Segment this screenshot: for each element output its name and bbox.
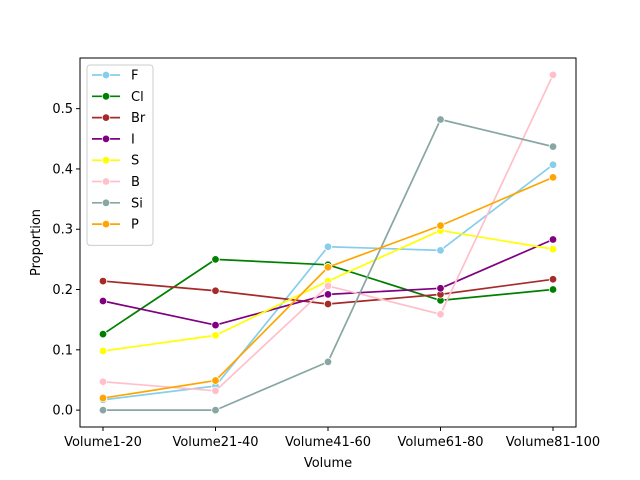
series-p [98, 173, 558, 403]
legend-swatch-marker [101, 198, 111, 207]
y-tick-label: 0.3 [52, 223, 73, 238]
legend-item-si: Si [92, 196, 143, 211]
legend: F Cl Br ISB Si P [86, 64, 154, 246]
data-point [211, 405, 220, 415]
plot-area [80, 58, 576, 427]
series-br [98, 275, 558, 309]
data-point [211, 255, 220, 264]
data-point [548, 285, 558, 294]
legend-item-p: P [92, 218, 139, 233]
data-point [211, 386, 220, 396]
data-point [98, 296, 108, 306]
legend-swatch-marker [101, 70, 111, 80]
legend-item-cl: Cl [92, 90, 144, 105]
data-point [436, 221, 445, 230]
legend-swatch-marker [101, 134, 111, 144]
data-point [211, 286, 220, 295]
legend-item-b: B [92, 175, 140, 190]
legend-label: Cl [131, 90, 144, 105]
data-point [548, 235, 558, 244]
y-tick-label: 0.1 [52, 343, 73, 358]
x-tick-label: Volume61-80 [397, 435, 483, 450]
data-point [323, 263, 333, 272]
legend-item-i: I [92, 132, 135, 147]
data-point [323, 281, 333, 291]
data-point [323, 290, 333, 299]
y-axis: 0.0 0.1 0.2 0.3 0.4 0.5 [52, 102, 80, 419]
data-point [211, 320, 220, 330]
data-point [98, 276, 108, 286]
series-layer [98, 70, 558, 415]
y-axis-label: Proportion [29, 209, 44, 276]
data-point [548, 70, 558, 80]
legend-label: Si [131, 196, 143, 211]
series-b [98, 70, 558, 396]
x-tick-label: Volume21-40 [172, 435, 258, 450]
data-point [436, 115, 445, 124]
y-tick-label: 0.0 [52, 404, 73, 419]
legend-item-br: Br [92, 111, 146, 126]
x-tick-label: Volume1-20 [64, 435, 142, 450]
legend-label: Br [131, 111, 146, 126]
legend-label: P [131, 218, 139, 233]
legend-label: S [131, 154, 139, 169]
data-point [548, 275, 558, 284]
x-tick-label: Volume41-60 [285, 435, 371, 450]
data-point [323, 299, 333, 309]
data-point [436, 284, 445, 293]
data-point [436, 310, 445, 319]
data-point [323, 242, 333, 251]
data-point [98, 393, 108, 403]
data-point [548, 160, 558, 169]
series-i [98, 235, 558, 330]
data-point [211, 376, 220, 385]
legend-label: F [131, 69, 138, 84]
legend-label: B [131, 175, 140, 190]
x-axis: Volume1-20 Volume21-40 Volume41-60 Volume61… [64, 427, 600, 450]
legend-swatch-marker [101, 177, 111, 186]
data-point [211, 331, 220, 340]
data-point [98, 405, 108, 415]
legend-swatch-marker [101, 219, 111, 229]
y-tick-label: 0.2 [52, 283, 73, 298]
y-tick-label: 0.5 [52, 102, 73, 117]
x-axis-label: Volume [304, 456, 352, 471]
data-point [98, 346, 108, 356]
legend-label: I [131, 132, 135, 147]
series-si [98, 115, 558, 415]
legend-swatch-marker [101, 92, 111, 101]
data-point [548, 142, 558, 151]
data-point [98, 329, 108, 339]
data-point [436, 246, 445, 255]
data-point [548, 244, 558, 254]
legend-swatch-marker [101, 113, 111, 122]
x-tick-label: Volume81-100 [506, 435, 600, 450]
data-point [98, 377, 108, 386]
y-tick-label: 0.4 [52, 162, 73, 177]
legend-item-f: F [92, 69, 138, 84]
legend-item-s: S [92, 154, 139, 169]
data-point [548, 173, 558, 182]
data-point [323, 357, 333, 367]
legend-swatch-marker [101, 155, 111, 165]
